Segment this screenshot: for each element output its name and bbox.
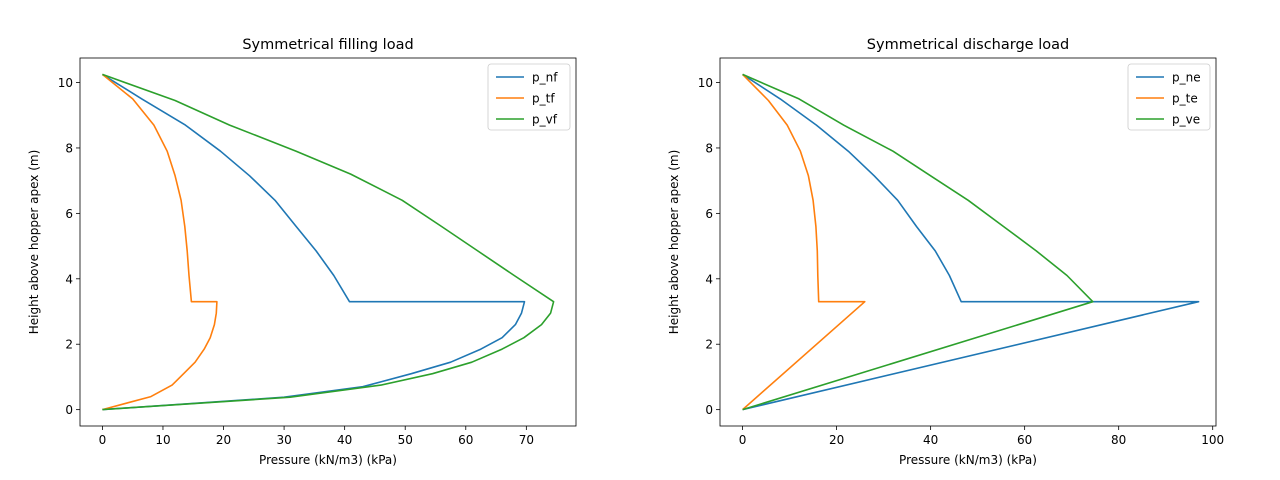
x-axis-label: Pressure (kN/m3) (kPa) (899, 453, 1037, 467)
y-tick-label: 0 (65, 403, 73, 417)
y-axis-label: Height above hopper apex (m) (27, 150, 41, 335)
series-line-p_ve (742, 73, 1094, 411)
x-tick-label: 0 (739, 433, 747, 447)
chart-title: Symmetrical filling load (242, 37, 413, 53)
y-tick-label: 10 (698, 76, 713, 90)
legend-label: p_nf (532, 71, 558, 85)
x-tick-label: 70 (519, 433, 534, 447)
legend: p_nf p_tf p_vf (487, 63, 571, 131)
axes-frame (719, 57, 1217, 427)
legend-box (487, 63, 571, 131)
x-tick-label: 10 (155, 433, 170, 447)
legend-label: p_ne (1172, 71, 1201, 85)
legend: p_ne p_te p_ve (1127, 63, 1211, 131)
x-tick-label: 40 (337, 433, 352, 447)
x-tick-label: 40 (923, 433, 938, 447)
series-line-p_nf (101, 73, 526, 411)
axes-frame (79, 57, 577, 427)
x-tick-label: 100 (1201, 433, 1224, 447)
x-tick-label: 60 (458, 433, 473, 447)
legend-label: p_tf (532, 92, 555, 106)
y-tick-label: 6 (65, 207, 73, 221)
y-axis-label: Height above hopper apex (m) (667, 150, 681, 335)
y-tick-label: 8 (65, 141, 73, 155)
y-tick-label: 8 (705, 141, 713, 155)
series-line-p_te (742, 73, 866, 411)
x-tick-label: 80 (1111, 433, 1126, 447)
series-line-p_vf (102, 73, 555, 411)
series-line-p_ne (742, 73, 1200, 411)
subplot-1: 0 10 20 30 40 50 60 70 0 2 4 6 8 10 Symmetrical fillin… (27, 37, 577, 467)
legend-label: p_te (1172, 92, 1198, 106)
x-tick-label: 20 (216, 433, 231, 447)
x-tick-label: 60 (1017, 433, 1032, 447)
legend-label: p_ve (1172, 113, 1200, 127)
chart-title: Symmetrical discharge load (867, 37, 1069, 53)
y-tick-label: 4 (65, 272, 73, 286)
x-axis-label: Pressure (kN/m3) (kPa) (259, 453, 397, 467)
y-tick-label: 0 (705, 403, 713, 417)
y-tick-label: 4 (705, 272, 713, 286)
y-tick-label: 6 (705, 207, 713, 221)
y-tick-label: 2 (705, 338, 713, 352)
subplot-2: 0 20 40 60 80 100 0 2 4 6 8 10 Symmetrical discharge… (667, 37, 1224, 467)
legend-label: p_vf (532, 113, 558, 127)
x-tick-label: 50 (398, 433, 413, 447)
x-tick-label: 0 (99, 433, 107, 447)
series-line-p_tf (101, 73, 218, 411)
x-tick-label: 20 (829, 433, 844, 447)
legend-box (1127, 63, 1211, 131)
y-tick-label: 10 (58, 76, 73, 90)
y-tick-label: 2 (65, 338, 73, 352)
x-tick-label: 30 (276, 433, 291, 447)
